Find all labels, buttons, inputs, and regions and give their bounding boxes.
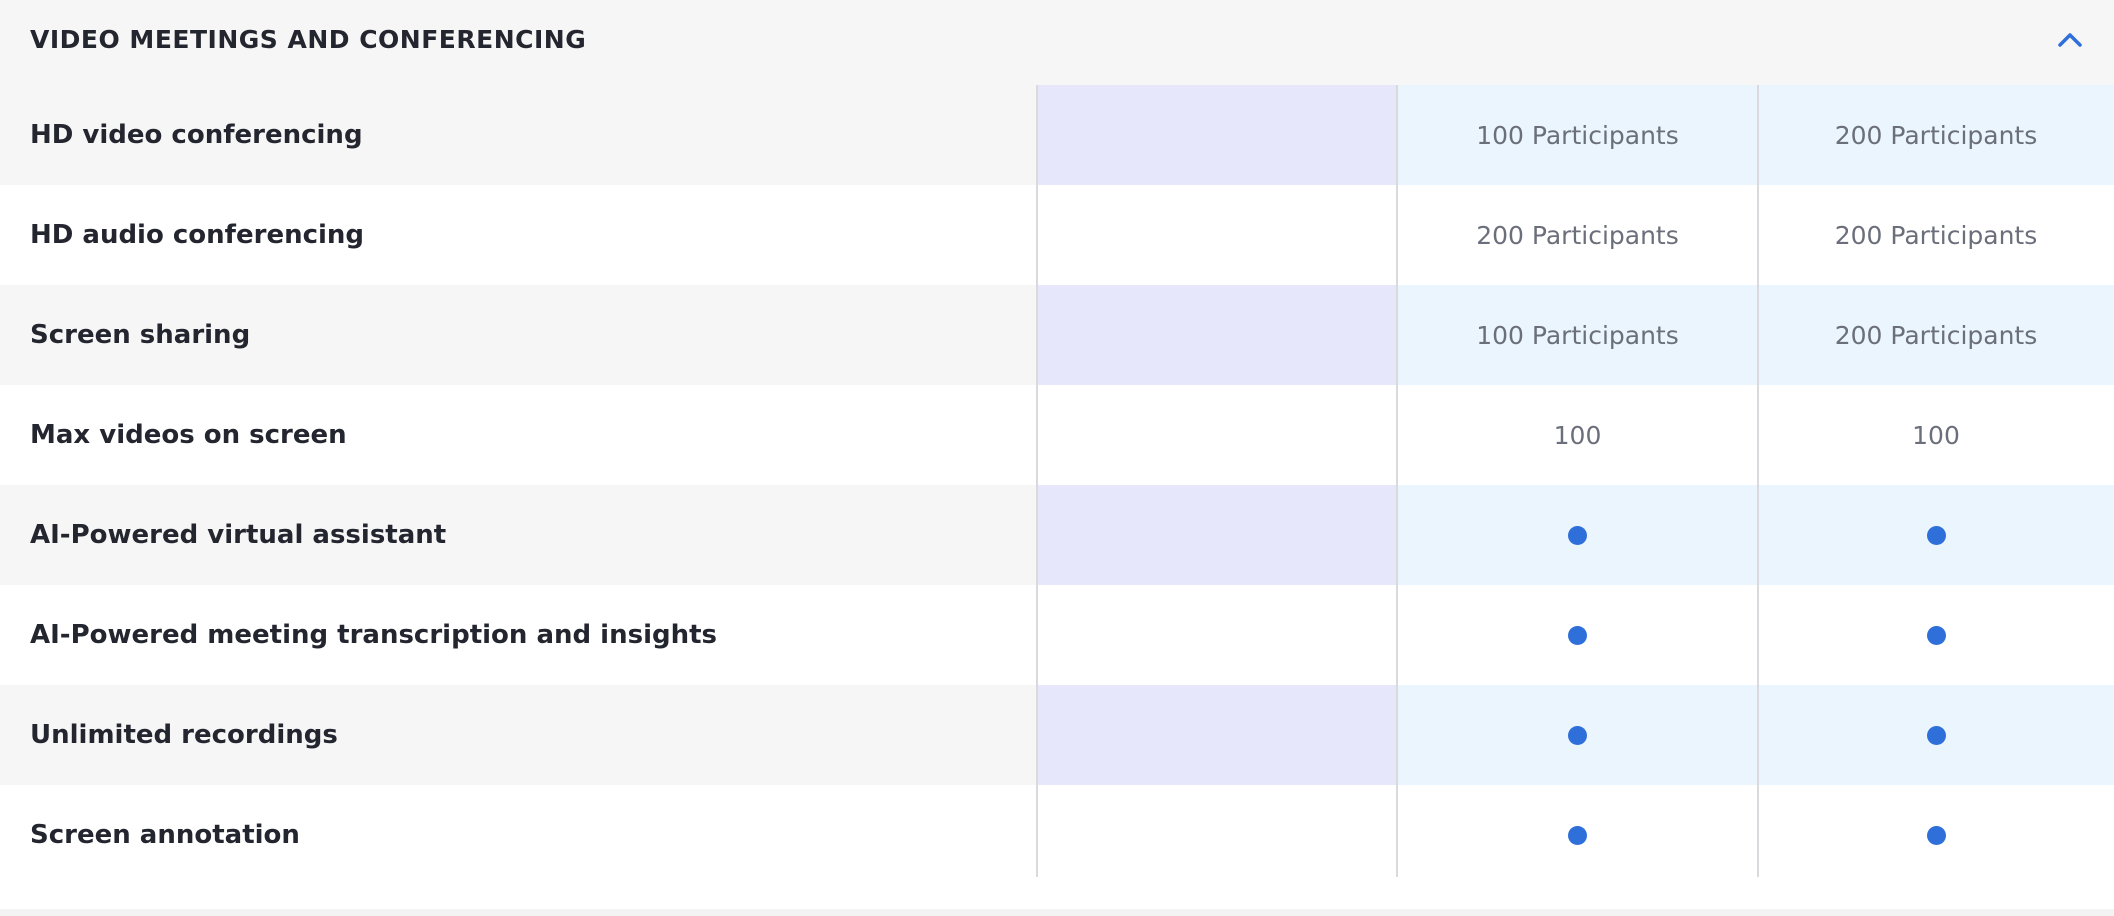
feature-label: Max videos on screen [30,420,347,450]
included-dot-icon [1568,725,1587,745]
plan-1-cell [1036,385,1397,485]
column-divider [1036,85,1038,877]
plan-2-cell: 100 Participants [1397,85,1758,185]
table-row: Max videos on screen 100 100 [0,385,2114,485]
plan-2-cell [1397,685,1758,785]
plan-1-cell [1036,685,1397,785]
plan-3-cell: 200 Participants [1758,85,2114,185]
included-dot-icon [1926,525,1946,545]
feature-table: HD video conferencing 100 Participants 2… [0,85,2114,885]
feature-label: HD audio conferencing [30,220,365,250]
included-dot-icon [1926,825,1946,845]
feature-label: AI-Powered virtual assistant [30,520,447,550]
table-row: Screen sharing 100 Participants 200 Part… [0,285,2114,385]
plan-2-cell: 200 Participants [1476,220,1679,250]
column-divider [1396,85,1398,877]
plan-2-cell: 100 [1553,420,1602,450]
table-row: Unlimited recordings [0,685,2114,785]
section-title: VIDEO MEETINGS AND CONFERENCING [30,25,587,54]
section-bottom-divider [0,909,2114,916]
plan-1-cell [1036,85,1397,185]
section-header-toggle[interactable]: VIDEO MEETINGS AND CONFERENCING [0,0,2114,85]
feature-label: AI-Powered meeting transcription and ins… [30,620,718,650]
plan-1-cell [1036,585,1397,685]
included-dot-icon [1568,525,1587,545]
plan-3-cell [1758,485,2114,585]
feature-label: HD video conferencing [30,120,363,150]
plan-2-cell: 100 Participants [1397,285,1758,385]
table-row: AI-Powered meeting transcription and ins… [0,585,2114,685]
plan-1-cell [1036,285,1397,385]
included-dot-icon [1926,625,1946,645]
column-divider [1757,85,1759,877]
plan-2-cell [1397,785,1758,885]
included-dot-icon [1568,825,1587,845]
table-row: HD audio conferencing 200 Participants 2… [0,185,2114,285]
plan-1-cell [1036,185,1397,285]
included-dot-icon [1568,625,1587,645]
plan-1-cell [1036,485,1397,585]
feature-label: Screen annotation [30,820,300,850]
plan-3-cell: 200 Participants [1758,285,2114,385]
plan-3-cell: 100 [1912,420,1960,450]
feature-label: Unlimited recordings [30,720,338,750]
plan-2-cell [1397,485,1758,585]
table-row: HD video conferencing 100 Participants 2… [0,85,2114,185]
plan-2-cell [1397,585,1758,685]
included-dot-icon [1926,725,1946,745]
chevron-up-icon[interactable] [2054,24,2086,56]
table-row: Screen annotation [0,785,2114,885]
plan-3-cell [1758,585,2114,685]
plan-3-cell [1758,785,2114,885]
feature-label: Screen sharing [30,320,251,350]
plan-1-cell [1036,785,1397,885]
plan-3-cell [1758,685,2114,785]
plan-3-cell: 200 Participants [1834,220,2038,250]
table-row: AI-Powered virtual assistant [0,485,2114,585]
